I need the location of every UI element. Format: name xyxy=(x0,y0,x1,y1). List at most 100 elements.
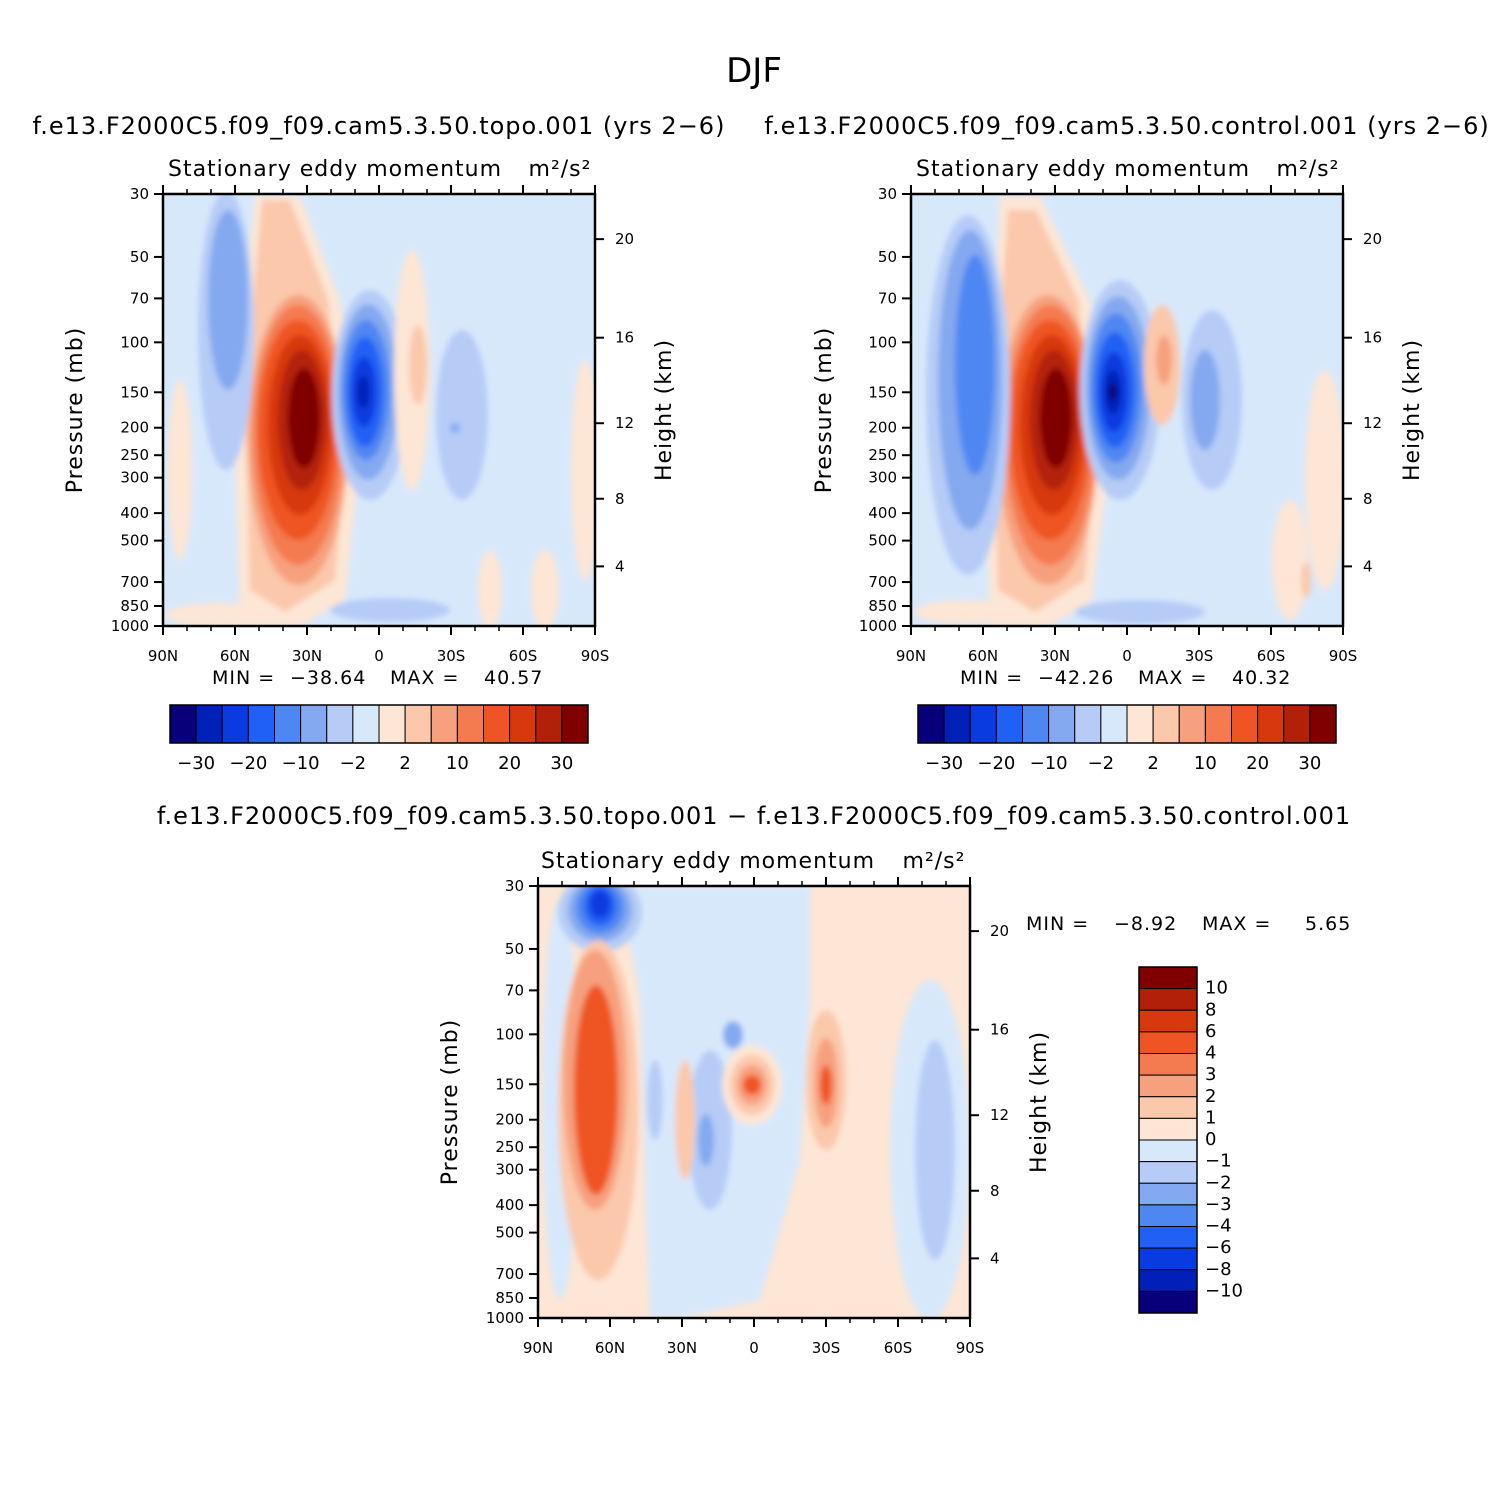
y-tick-label: 70 xyxy=(878,289,897,307)
colorbar-label: 4 xyxy=(1205,1043,1216,1064)
colorbar-swatch xyxy=(509,704,537,744)
ylabel-control: Pressure (mb) xyxy=(812,327,837,494)
colorbar-label: 8 xyxy=(1205,999,1216,1020)
y-tick-label: 150 xyxy=(495,1075,524,1093)
colorbar-topo: −30 −20 −10 −2 2 10 20 30 xyxy=(169,704,589,774)
axes-topo: 90N 60N 30N 0 30S 60S 90S 30 50 70 100 150 200 250 300… xyxy=(111,185,634,665)
colorbar-swatch xyxy=(1257,704,1285,744)
positive-region-control xyxy=(915,600,1015,624)
min-label-topo: MIN = xyxy=(212,667,275,689)
colorbar-label: 2 xyxy=(399,753,410,774)
colorbar-label: −10 xyxy=(1205,1280,1243,1301)
colorbar-label: 30 xyxy=(550,753,573,774)
y-tick-label: 200 xyxy=(120,419,149,437)
height-tick-label: 20 xyxy=(1363,230,1382,248)
positive-region-difference xyxy=(820,1065,832,1105)
y-tick-label: 500 xyxy=(495,1224,524,1242)
case-title-difference: f.e13.F2000C5.f09_f09.cam5.3.50.topo.001… xyxy=(157,802,1351,830)
colorbar-swatch xyxy=(1138,1269,1198,1292)
colorbar-label: −2 xyxy=(1205,1172,1232,1193)
colorbar-label: 20 xyxy=(498,753,521,774)
x-tick-label: 0 xyxy=(1122,647,1132,665)
colorbar-swatch xyxy=(1126,704,1154,744)
y-tick-label: 70 xyxy=(130,289,149,307)
colorbar-swatch xyxy=(561,704,589,744)
height-tick-label: 16 xyxy=(615,329,634,347)
y-tick-label: 50 xyxy=(130,248,149,266)
positive-region-topo xyxy=(571,360,595,580)
colorbar-swatch xyxy=(1048,704,1076,744)
colorbar-label: −30 xyxy=(177,753,215,774)
height-tick-label: 20 xyxy=(990,922,1009,940)
positive-region-topo xyxy=(531,550,559,626)
y-tick-label: 400 xyxy=(495,1196,524,1214)
positive-region-difference xyxy=(675,1060,695,1180)
y-tick-label: 400 xyxy=(120,504,149,522)
colorbar-label: 2 xyxy=(1205,1086,1216,1107)
negative-region-control xyxy=(955,255,995,475)
colorbar-swatch xyxy=(1138,1226,1198,1249)
x-tick-label: 0 xyxy=(749,1339,759,1357)
colorbar-swatch xyxy=(195,704,223,744)
colorbar-swatch xyxy=(1022,704,1050,744)
height-tick-label: 12 xyxy=(615,414,634,432)
colorbar-swatch xyxy=(1152,704,1180,744)
negative-region-topo xyxy=(436,330,488,500)
negative-region-control xyxy=(1109,383,1117,401)
min-value-control: −42.26 xyxy=(1038,667,1114,689)
colorbar-swatch xyxy=(378,704,406,744)
colorbar-swatch xyxy=(1309,704,1337,744)
x-tick-label: 60S xyxy=(884,1339,913,1357)
height-tick-label: 12 xyxy=(1363,414,1382,432)
x-tick-label: 30S xyxy=(812,1339,841,1357)
y-tick-label: 300 xyxy=(120,469,149,487)
units-difference: m²/s² xyxy=(903,849,966,874)
colorbar-label: 6 xyxy=(1205,1021,1216,1042)
y-tick-label: 250 xyxy=(495,1138,524,1156)
colorbar-swatch xyxy=(943,704,971,744)
x-tick-label: 90S xyxy=(1329,647,1358,665)
colorbar-swatch xyxy=(1100,704,1128,744)
y-tick-label: 700 xyxy=(120,573,149,591)
y-tick-label: 700 xyxy=(868,573,897,591)
units-topo: m²/s² xyxy=(529,157,592,182)
positive-region-topo xyxy=(165,603,275,626)
colorbar-label: −20 xyxy=(977,753,1015,774)
y-tick-label: 850 xyxy=(868,597,897,615)
contour-field-difference xyxy=(538,886,970,1318)
colorbar-swatch xyxy=(404,704,432,744)
positive-region-difference xyxy=(574,985,618,1195)
x-tick-label: 0 xyxy=(374,647,384,665)
colorbar-frame xyxy=(1138,966,1198,1314)
colorbar-control: −30 −20 −10 −2 2 10 20 30 xyxy=(917,704,1337,774)
colorbar-swatch xyxy=(456,704,484,744)
colorbar-swatch xyxy=(1204,704,1232,744)
colorbar-swatch xyxy=(430,704,458,744)
units-control: m²/s² xyxy=(1277,157,1340,182)
positive-region-topo xyxy=(168,380,192,560)
positive-region-topo xyxy=(288,368,320,468)
y-tick-label: 500 xyxy=(868,532,897,550)
colorbar-swatch xyxy=(969,704,997,744)
negative-region-difference xyxy=(915,1040,955,1260)
x-tick-label: 60N xyxy=(220,647,250,665)
colorbar-label: −6 xyxy=(1205,1237,1232,1258)
colorbar-label: −2 xyxy=(340,753,367,774)
positive-region-control xyxy=(1301,562,1311,598)
colorbar-label: −3 xyxy=(1205,1194,1232,1215)
colorbar-swatch xyxy=(326,704,354,744)
colorbar-label: −30 xyxy=(925,753,963,774)
negative-region-difference xyxy=(698,1114,714,1166)
x-tick-label: 90S xyxy=(581,647,610,665)
colorbar-swatch xyxy=(1231,704,1259,744)
colorbar-label: −10 xyxy=(1030,753,1068,774)
y2label-difference: Height (km) xyxy=(1027,1031,1052,1173)
colorbar-label: 10 xyxy=(1194,753,1217,774)
colorbar-swatch xyxy=(1138,1204,1198,1227)
colorbar-swatch xyxy=(535,704,563,744)
y-tick-label: 50 xyxy=(505,940,524,958)
height-tick-label: 20 xyxy=(615,230,634,248)
colorbar-label: −20 xyxy=(229,753,267,774)
colorbar-label: −1 xyxy=(1205,1151,1232,1172)
case-title-topo: f.e13.F2000C5.f09_f09.cam5.3.50.topo.001… xyxy=(33,112,726,140)
